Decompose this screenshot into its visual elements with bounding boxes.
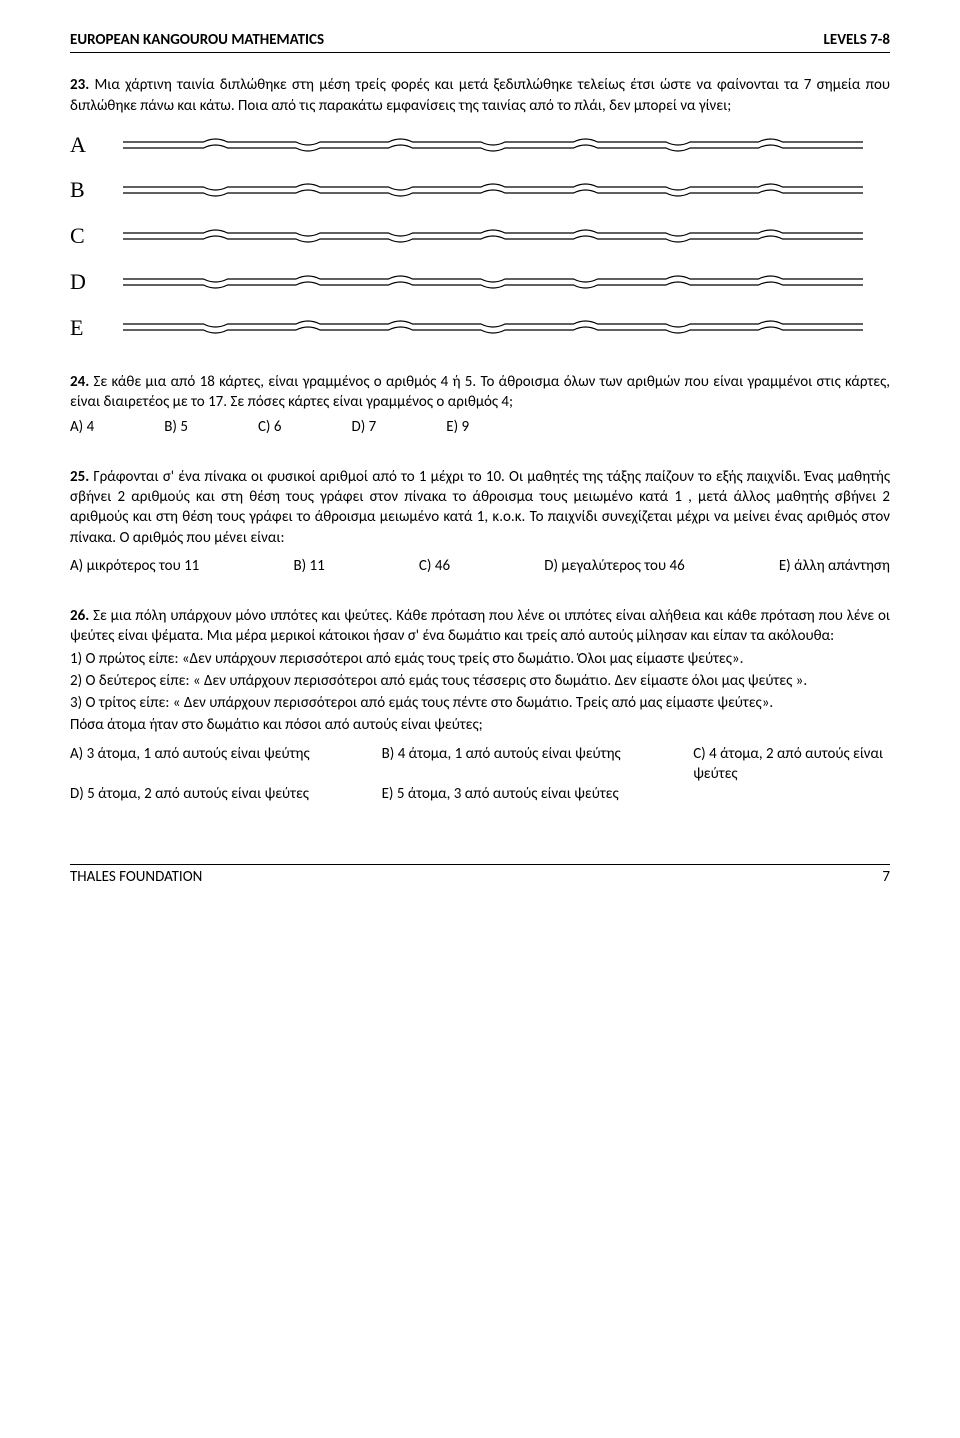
strip-label: D [70, 267, 96, 297]
q23-strips: ABCDE [70, 130, 890, 342]
folded-strip-icon [96, 269, 890, 295]
q24-answers: A) 4 B) 5 C) 6 D) 7 E) 9 [70, 417, 890, 437]
q25-text: 25. Γράφονται σ' ένα πίνακα οι φυσικοί α… [70, 467, 890, 548]
q26-num: 26. [70, 607, 89, 625]
q26-ans-d: D) 5 άτομα, 2 από αυτούς είναι ψεύτες [70, 784, 382, 804]
footer-left: THALES FOUNDATION [70, 867, 202, 887]
question-25: 25. Γράφονται σ' ένα πίνακα οι φυσικοί α… [70, 467, 890, 576]
q26-answers: A) 3 άτομα, 1 από αυτούς είναι ψεύτης B)… [70, 744, 890, 805]
question-26: 26. Σε μια πόλη υπάρχουν μόνο ιππότες κα… [70, 606, 890, 804]
strip-label: E [70, 313, 96, 343]
q24-ans-d: D) 7 [351, 417, 376, 437]
strip-label: C [70, 221, 96, 251]
q23-num: 23. [70, 76, 89, 94]
q24-ans-e: E) 9 [446, 417, 469, 437]
strip-label: B [70, 175, 96, 205]
q25-answers: A) μικρότερος του 11 B) 11 C) 46 D) μεγα… [70, 556, 890, 576]
folded-strip-icon [96, 177, 890, 203]
q26-s3: 3) Ο τρίτος είπε: « Δεν υπάρχουν περισσό… [70, 693, 890, 713]
strip-row: C [70, 221, 890, 251]
q25-ans-b: B) 11 [293, 556, 324, 576]
q25-ans-a: A) μικρότερος του 11 [70, 556, 199, 576]
page-header: EUROPEAN KANGOUROU MATHEMATICS LEVELS 7-… [70, 30, 890, 53]
header-left: EUROPEAN KANGOUROU MATHEMATICS [70, 30, 324, 50]
q23-text: 23. Μια χάρτινη ταινία διπλώθηκε στη μέσ… [70, 75, 890, 116]
q26-text: 26. Σε μια πόλη υπάρχουν μόνο ιππότες κα… [70, 606, 890, 647]
q26-ans-b: B) 4 άτομα, 1 από αυτούς είναι ψεύτης [382, 744, 694, 764]
q26-s1: 1) Ο πρώτος είπε: «Δεν υπάρχουν περισσότ… [70, 649, 890, 669]
q25-ans-c: C) 46 [419, 556, 450, 576]
folded-strip-icon [96, 314, 890, 340]
folded-strip-icon [96, 223, 890, 249]
question-24: 24. Σε κάθε μια από 18 κάρτες, είναι γρα… [70, 372, 890, 437]
q26-final: Πόσα άτομα ήταν στο δωμάτιο και πόσοι απ… [70, 715, 890, 735]
q23-body: Μια χάρτινη ταινία διπλώθηκε στη μέση τρ… [70, 76, 890, 114]
q26-ans-e: E) 5 άτομα, 3 από αυτούς είναι ψεύτες [382, 784, 694, 804]
strip-row: E [70, 313, 890, 343]
q25-body: Γράφονται σ' ένα πίνακα οι φυσικοί αριθμ… [70, 468, 890, 547]
page-footer: THALES FOUNDATION 7 [70, 864, 890, 887]
strip-label: A [70, 130, 96, 160]
q25-ans-d: D) μεγαλύτερος του 46 [544, 556, 684, 576]
q24-ans-c: C) 6 [258, 417, 282, 437]
strip-row: A [70, 130, 890, 160]
q26-ans-a: A) 3 άτομα, 1 από αυτούς είναι ψεύτης [70, 744, 382, 764]
q24-num: 24. [70, 373, 89, 391]
q26-body: Σε μια πόλη υπάρχουν μόνο ιππότες και ψε… [70, 607, 890, 645]
header-right: LEVELS 7-8 [824, 30, 890, 50]
q24-body: Σε κάθε μια από 18 κάρτες, είναι γραμμέν… [70, 373, 890, 411]
q24-text: 24. Σε κάθε μια από 18 κάρτες, είναι γρα… [70, 372, 890, 413]
question-23: 23. Μια χάρτινη ταινία διπλώθηκε στη μέσ… [70, 75, 890, 342]
q26-ans-c: C) 4 άτομα, 2 από αυτούς είναι ψεύτες [693, 744, 890, 785]
footer-right: 7 [882, 867, 890, 887]
folded-strip-icon [96, 132, 890, 158]
q25-num: 25. [70, 468, 89, 486]
q24-ans-a: A) 4 [70, 417, 94, 437]
q24-ans-b: B) 5 [164, 417, 188, 437]
q26-s2: 2) Ο δεύτερος είπε: « Δεν υπάρχουν περισ… [70, 671, 890, 691]
q25-ans-e: E) άλλη απάντηση [779, 556, 890, 576]
strip-row: B [70, 175, 890, 205]
strip-row: D [70, 267, 890, 297]
